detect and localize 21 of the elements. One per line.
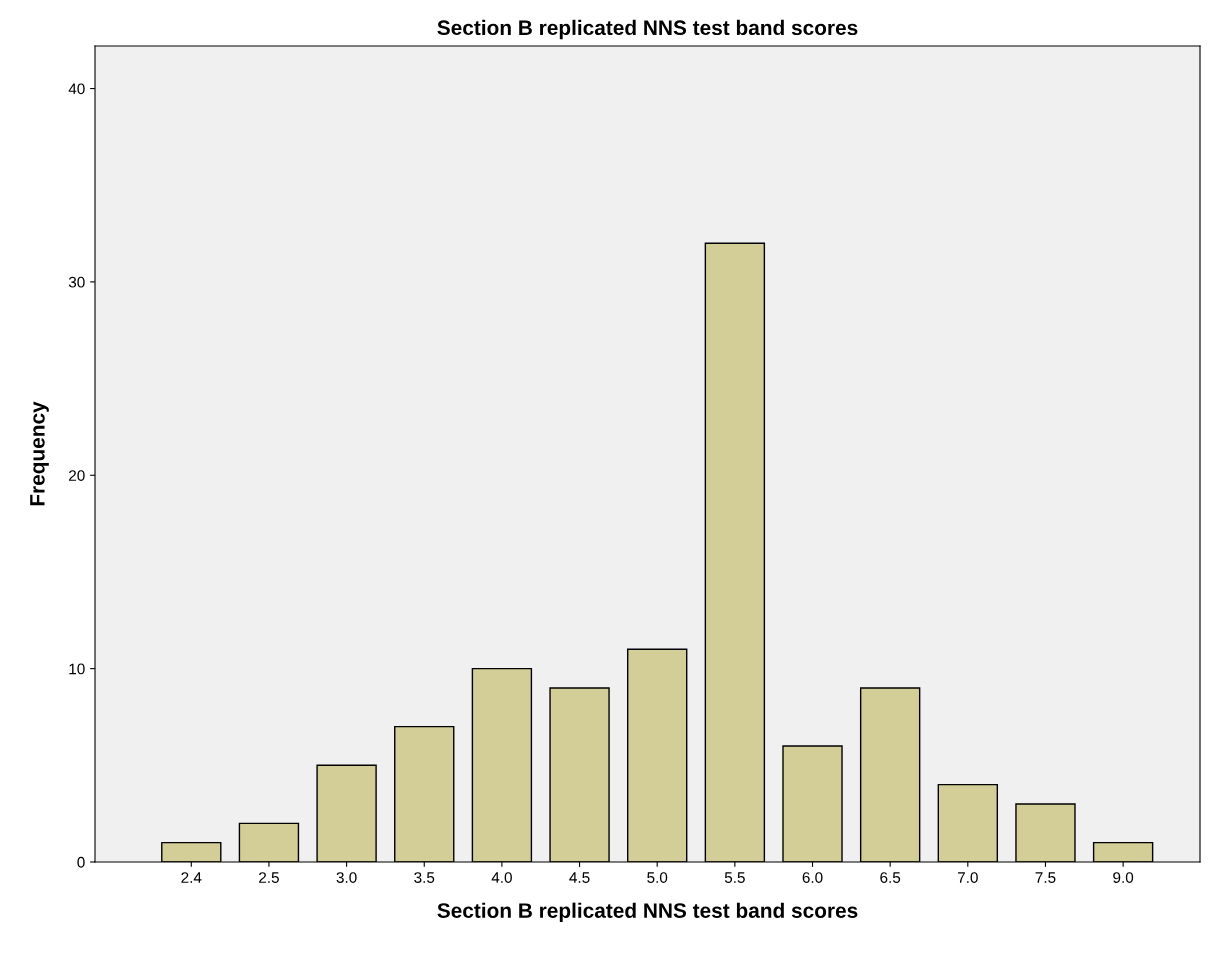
x-tick-label: 9.0 <box>1113 872 1134 883</box>
y-tick-label: 0 <box>77 856 85 868</box>
x-tick-label: 6.5 <box>880 872 901 883</box>
x-tick-label: 3.5 <box>414 872 435 883</box>
x-tick-label: 4.5 <box>569 872 590 883</box>
x-tick-label: 7.5 <box>1035 872 1056 883</box>
chart-title: Section B replicated NNS test band scores <box>437 19 858 40</box>
x-tick-label: 5.5 <box>724 872 745 883</box>
x-tick-label: 2.4 <box>181 872 202 883</box>
y-tick-label: 30 <box>68 276 85 288</box>
x-tick-label: 4.0 <box>491 872 512 883</box>
y-axis-title: Frequency <box>30 401 49 506</box>
x-tick-label: 6.0 <box>802 872 823 883</box>
y-tick-label: 10 <box>69 663 85 675</box>
x-axis-title: Section B replicated NNS test band scores <box>437 902 858 923</box>
y-tick-label: 40 <box>68 83 85 95</box>
x-tick-label: 3.0 <box>336 872 357 883</box>
x-tick-label: 5.0 <box>647 872 668 883</box>
x-tick-label: 2.5 <box>259 872 279 883</box>
x-tick-label: 7.0 <box>957 872 978 883</box>
y-tick-label: 20 <box>69 470 85 481</box>
